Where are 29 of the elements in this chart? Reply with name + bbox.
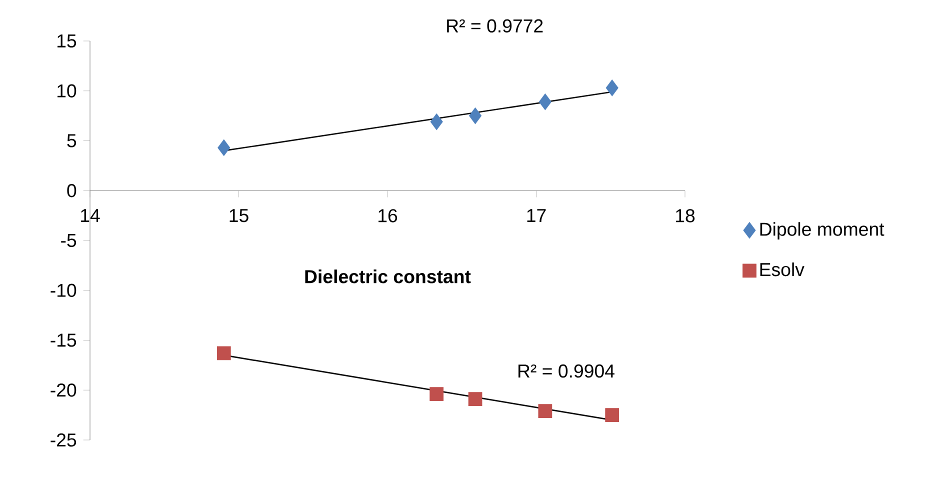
text: R² = 0.9772 <box>447 19 543 33</box>
legend-label: Dipole moment <box>760 222 884 240</box>
x-tick-label: 17 <box>527 209 546 222</box>
point <box>606 80 618 96</box>
x-tick-label: 14 <box>81 209 100 222</box>
y-tick-label: 10 <box>58 84 76 98</box>
point <box>538 94 552 110</box>
x-axis-title: Dielectric constant <box>305 270 471 284</box>
y-tick-label: 15 <box>58 34 76 48</box>
y-tick-label: -10 <box>50 284 76 297</box>
y-tick-label: 0 <box>67 184 76 198</box>
annotation: R² = 0.9904 <box>518 364 614 378</box>
y-tick-label: -5 <box>61 234 76 248</box>
point <box>430 387 444 402</box>
y-tick-label: -15 <box>50 334 76 347</box>
legend-label: Esolv <box>760 262 804 276</box>
point <box>430 114 443 130</box>
x-tick-label: 16 <box>378 209 398 222</box>
point <box>468 108 482 124</box>
y-tick-label: 5 <box>67 134 76 148</box>
point <box>605 408 620 422</box>
point <box>218 139 230 156</box>
x-tick-label: 18 <box>676 209 695 222</box>
y-tick-label: -25 <box>50 433 76 447</box>
point <box>216 346 231 360</box>
point <box>538 404 552 418</box>
point <box>468 392 482 406</box>
y-tick-label: -20 <box>50 383 76 397</box>
x-tick-label: 15 <box>230 209 248 222</box>
